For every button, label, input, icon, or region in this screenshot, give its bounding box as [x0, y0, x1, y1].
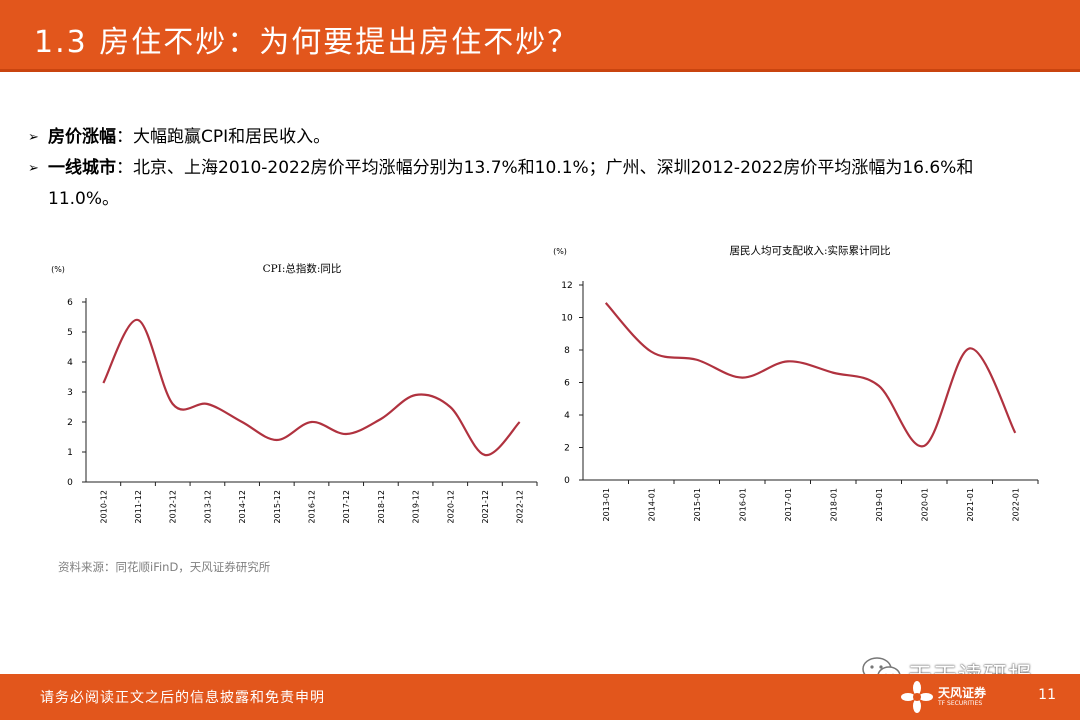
x-tick-label: 2020-12	[446, 490, 455, 523]
x-tick-label: 2019-01	[875, 488, 884, 521]
bullet-item-house-price: ➢ 房价涨幅：大幅跑赢CPI和居民收入。	[28, 122, 1058, 153]
arrow-bullet-icon: ➢	[28, 130, 39, 145]
y-tick-label: 1	[67, 448, 73, 458]
y-tick-label: 6	[67, 298, 73, 308]
page-number: 11	[1038, 687, 1056, 703]
bullet-text: ：北京、上海2010-2022房价平均涨幅分别为13.7%和10.1%；广州、深…	[116, 158, 974, 178]
x-tick-label: 2016-12	[308, 490, 317, 523]
x-tick-label: 2015-12	[273, 490, 282, 523]
disclaimer-text: 请务必阅读正文之后的信息披露和免责申明	[40, 690, 325, 706]
bullet-text-continued: 11.0%。	[48, 189, 120, 209]
bullet-label: 一线城市	[48, 158, 116, 178]
x-tick-label: 2021-12	[481, 490, 490, 523]
y-tick-label: 4	[564, 411, 570, 421]
y-tick-label: 4	[67, 358, 73, 368]
x-tick-label: 2017-01	[784, 488, 793, 521]
company-logo: 天风证券 TF SECURITIES	[900, 680, 1000, 714]
logo-subtext: TF SECURITIES	[938, 700, 983, 707]
x-tick-label: 2015-01	[693, 488, 702, 521]
cpi-chart: CPI:总指数:同比 (%) 0 1 2 3 4 5 6 2010-12 2011-12 2012-1…	[40, 250, 560, 550]
x-tick-label: 2017-12	[342, 490, 351, 523]
y-tick-label: 6	[564, 379, 570, 389]
income-chart: 居民人均可支配收入:实际累计同比 (%) 0 2 4 6 8 10 12 2013-01 2014-…	[540, 235, 1060, 545]
income-chart-svg: 居民人均可支配收入:实际累计同比 (%) 0 2 4 6 8 10 12 2013-01 2014-…	[553, 244, 1039, 521]
slide-header: 1.3 房住不炒：为何要提出房住不炒？	[0, 0, 1080, 72]
slide-footer: 请务必阅读正文之后的信息披露和免责申明 天风证券 TF SECURITIES 1…	[0, 674, 1080, 720]
x-tick-label: 2022-12	[516, 490, 525, 523]
x-tick-label: 2011-12	[134, 490, 143, 523]
y-tick-label: 10	[561, 314, 573, 324]
series-line	[604, 302, 1017, 448]
slide-title: 1.3 房住不炒：为何要提出房住不炒？	[34, 25, 580, 60]
y-tick-label: 2	[67, 418, 73, 428]
x-tick-label: 2021-01	[966, 488, 975, 521]
series-line	[102, 318, 521, 457]
logo-text: 天风证券	[938, 686, 987, 700]
x-tick-label: 2014-01	[647, 488, 656, 521]
bullet-text: ：大幅跑赢CPI和居民收入。	[116, 127, 331, 147]
y-tick-label: 12	[561, 281, 572, 291]
x-tick-label: 2013-01	[602, 488, 611, 521]
x-tick-label: 2022-01	[1011, 488, 1020, 521]
x-tick-label: 2014-12	[238, 490, 247, 523]
bullet-label: 房价涨幅	[48, 127, 116, 147]
x-tick-label: 2018-12	[377, 490, 386, 523]
bullet-list: ➢ 房价涨幅：大幅跑赢CPI和居民收入。 ➢ 一线城市：北京、上海2010-20…	[28, 122, 1058, 215]
source-note: 资料来源：同花顺iFinD，天风证券研究所	[58, 560, 271, 574]
arrow-bullet-icon: ➢	[28, 161, 39, 176]
x-tick-label: 2010-12	[99, 490, 108, 523]
x-tick-label: 2018-01	[829, 488, 838, 521]
y-tick-label: 0	[564, 476, 570, 486]
cpi-chart-svg: CPI:总指数:同比 (%) 0 1 2 3 4 5 6 2010-12 2011-12 2012-1…	[51, 262, 538, 523]
x-tick-label: 2020-01	[920, 488, 929, 521]
flower-logo-icon	[901, 681, 933, 713]
y-tick-label: 2	[564, 444, 570, 454]
y-tick-label: 8	[564, 346, 570, 356]
y-unit-label: (%)	[553, 247, 567, 256]
x-tick-label: 2019-12	[412, 490, 421, 523]
chart-title: 居民人均可支配收入:实际累计同比	[729, 244, 890, 257]
y-unit-label: (%)	[51, 265, 65, 274]
chart-title: CPI:总指数:同比	[263, 262, 342, 275]
y-tick-label: 0	[67, 478, 73, 488]
y-tick-label: 5	[67, 328, 73, 338]
y-tick-label: 3	[67, 388, 73, 398]
x-tick-label: 2012-12	[169, 490, 178, 523]
bullet-item-tier1-cities: ➢ 一线城市：北京、上海2010-2022房价平均涨幅分别为13.7%和10.1…	[28, 153, 1058, 215]
x-tick-label: 2013-12	[203, 490, 212, 523]
x-tick-label: 2016-01	[738, 488, 747, 521]
